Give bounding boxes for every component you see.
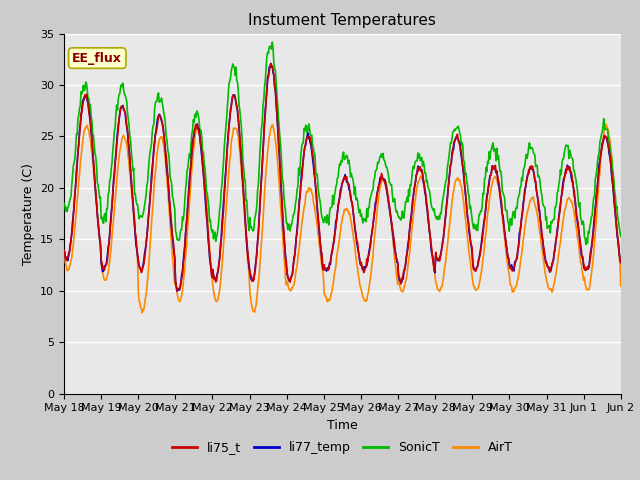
- Line: li77_temp: li77_temp: [64, 63, 621, 291]
- li77_temp: [267, 60, 275, 66]
- AirT: [602, 121, 610, 127]
- AirT: [70, 233, 78, 239]
- SonicT: [127, 150, 135, 156]
- li77_temp: [617, 260, 625, 265]
- li77_temp: [60, 249, 68, 255]
- AirT: [428, 240, 435, 246]
- li77_temp: [127, 181, 135, 187]
- li75_t: [127, 176, 135, 182]
- SonicT: [60, 201, 68, 206]
- AirT: [214, 296, 222, 302]
- li75_t: [428, 248, 436, 253]
- Y-axis label: Temperature (C): Temperature (C): [22, 163, 35, 264]
- AirT: [185, 212, 193, 218]
- AirT: [617, 283, 625, 289]
- SonicT: [70, 160, 78, 166]
- li75_t: [412, 178, 419, 183]
- li75_t: [267, 61, 275, 67]
- SonicT: [617, 233, 625, 239]
- li77_temp: [214, 268, 222, 274]
- Line: AirT: AirT: [64, 124, 621, 313]
- li75_t: [60, 247, 68, 253]
- AirT: [138, 310, 146, 316]
- SonicT: [411, 160, 419, 166]
- Text: EE_flux: EE_flux: [72, 51, 122, 65]
- SonicT: [268, 39, 276, 45]
- SonicT: [582, 241, 590, 247]
- li77_temp: [70, 203, 78, 208]
- SonicT: [184, 166, 192, 171]
- li75_t: [617, 260, 625, 265]
- li77_temp: [412, 179, 419, 184]
- AirT: [411, 199, 419, 204]
- X-axis label: Time: Time: [327, 419, 358, 432]
- SonicT: [214, 231, 221, 237]
- Title: Instument Temperatures: Instument Temperatures: [248, 13, 436, 28]
- li75_t: [174, 288, 182, 293]
- li75_t: [70, 204, 78, 210]
- Legend: li75_t, li77_temp, SonicT, AirT: li75_t, li77_temp, SonicT, AirT: [167, 436, 518, 459]
- li77_temp: [428, 251, 436, 256]
- li75_t: [214, 268, 222, 274]
- li77_temp: [173, 288, 181, 294]
- AirT: [127, 184, 135, 190]
- Line: li75_t: li75_t: [64, 64, 621, 290]
- Line: SonicT: SonicT: [64, 42, 621, 244]
- AirT: [60, 251, 68, 256]
- li77_temp: [185, 188, 193, 194]
- SonicT: [428, 201, 435, 207]
- li75_t: [185, 191, 193, 197]
